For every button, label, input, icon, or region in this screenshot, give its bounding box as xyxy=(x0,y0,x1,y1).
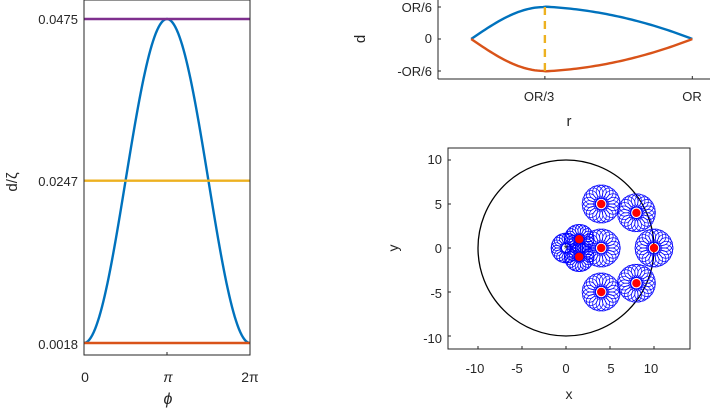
ring-cluster-0 xyxy=(581,184,621,224)
origin-marker: * xyxy=(564,242,569,256)
ring-circle xyxy=(572,260,584,273)
left-xtick-label-0: 0 xyxy=(81,369,89,385)
ring-circle xyxy=(641,279,656,294)
center-point-2 xyxy=(649,243,659,253)
left-xlabel: ϕ xyxy=(164,391,173,408)
left-xtick-label-2: 2π xyxy=(241,369,259,385)
left-ytick-label-0: 0.0475 xyxy=(38,12,78,27)
br-xtick-label-4: 10 xyxy=(644,361,658,376)
br-xtick-label-0: -10 xyxy=(466,361,485,376)
ring-circle xyxy=(616,205,632,220)
ring-circle xyxy=(581,240,597,256)
br-ytick-label-2: 0 xyxy=(435,241,442,256)
br-ylabel: y xyxy=(385,245,401,252)
left-grid-lines xyxy=(83,17,251,355)
center-point-5 xyxy=(597,243,606,253)
center-point-0 xyxy=(597,199,606,209)
tr-xtick-label-1: OR xyxy=(682,89,702,104)
tr-ytick-label-2: -OR/6 xyxy=(397,64,432,79)
ring-circle xyxy=(605,244,621,259)
ring-circle xyxy=(558,251,571,264)
tr-ytick-label-0: OR/6 xyxy=(402,0,432,15)
ring-cluster-4 xyxy=(581,272,621,312)
ring-circle xyxy=(561,232,574,245)
ring-circle xyxy=(552,247,564,259)
ring-circle xyxy=(581,196,597,212)
ring-circle xyxy=(641,209,656,224)
ring-cluster-1 xyxy=(616,193,656,233)
tr-ylabel: d xyxy=(352,35,369,43)
center-point-7 xyxy=(575,252,584,261)
ring-circle xyxy=(595,272,611,287)
ring-circle xyxy=(604,247,619,262)
ring-circle xyxy=(657,247,672,262)
ring-circle xyxy=(639,282,654,297)
ring-circle xyxy=(627,288,642,303)
ring-circle xyxy=(583,203,598,218)
br-ytick-label-0: 10 xyxy=(428,152,442,167)
ring-circle xyxy=(592,209,607,224)
ring-circle xyxy=(606,284,621,300)
br-xtick-label-2: 0 xyxy=(562,361,569,376)
br-xlabel: x xyxy=(566,386,573,402)
ring-circle xyxy=(606,240,621,256)
ring-circle xyxy=(639,212,654,227)
left-ylabel: d/ζ xyxy=(4,172,21,192)
top-right-chart: OR/6 0 -OR/6 OR/3 OR r d xyxy=(352,0,710,130)
tr-series-line-1 xyxy=(470,37,693,73)
br-xtick-label-1: -5 xyxy=(511,361,523,376)
ring-circle xyxy=(581,284,597,300)
ring-circle xyxy=(595,184,611,199)
ring-circle xyxy=(604,291,619,306)
ring-circle xyxy=(618,282,634,297)
left-axes-box xyxy=(83,0,251,356)
bottom-right-chart: * -10 -5 0 5 10 10 5 0 -5 -10 x y xyxy=(385,147,691,402)
ring-circle xyxy=(581,256,594,268)
ring-circle xyxy=(627,217,642,233)
left-chart: 0.0475 0.0247 0.0018 0 π 2π ϕ d/ζ xyxy=(4,0,259,408)
tr-xlabel: r xyxy=(567,113,572,130)
ring-circle xyxy=(605,288,621,303)
center-point-1 xyxy=(632,208,641,217)
ring-circle xyxy=(583,291,598,306)
ring-circle xyxy=(641,205,656,220)
ring-cluster-3 xyxy=(616,263,656,303)
br-ytick-label-3: -5 xyxy=(430,286,442,301)
ring-circle xyxy=(604,203,619,218)
ring-circle xyxy=(636,247,651,262)
ring-circle xyxy=(659,240,674,256)
tr-xtick-label-0: OR/3 xyxy=(524,89,554,104)
ring-circle xyxy=(565,256,577,268)
center-point-3 xyxy=(632,279,641,288)
ring-circle xyxy=(595,228,611,243)
left-ytick-label-2: 0.0018 xyxy=(38,337,78,352)
tr-series-line-0 xyxy=(470,5,693,41)
center-point-4 xyxy=(597,287,606,297)
ring-circle xyxy=(648,228,663,243)
center-point-6 xyxy=(575,235,584,244)
ring-cluster-2 xyxy=(634,228,674,268)
ring-circle xyxy=(582,253,595,266)
left-ytick-label-1: 0.0247 xyxy=(38,174,78,189)
ring-circle xyxy=(658,244,673,259)
ring-circle xyxy=(592,297,607,312)
ring-circle xyxy=(634,240,649,256)
ring-circle xyxy=(645,253,660,268)
tr-ytick-label-1: 0 xyxy=(425,31,432,46)
ring-circle xyxy=(641,276,656,291)
br-ytick-label-4: -10 xyxy=(423,331,442,346)
br-xtick-label-3: 5 xyxy=(607,361,614,376)
ring-circle xyxy=(618,212,634,227)
br-ytick-label-1: 5 xyxy=(435,197,442,212)
ring-circle xyxy=(631,193,646,208)
left-xtick-label-1: π xyxy=(163,369,173,385)
ring-circle xyxy=(631,263,646,279)
ring-circle xyxy=(574,223,587,236)
